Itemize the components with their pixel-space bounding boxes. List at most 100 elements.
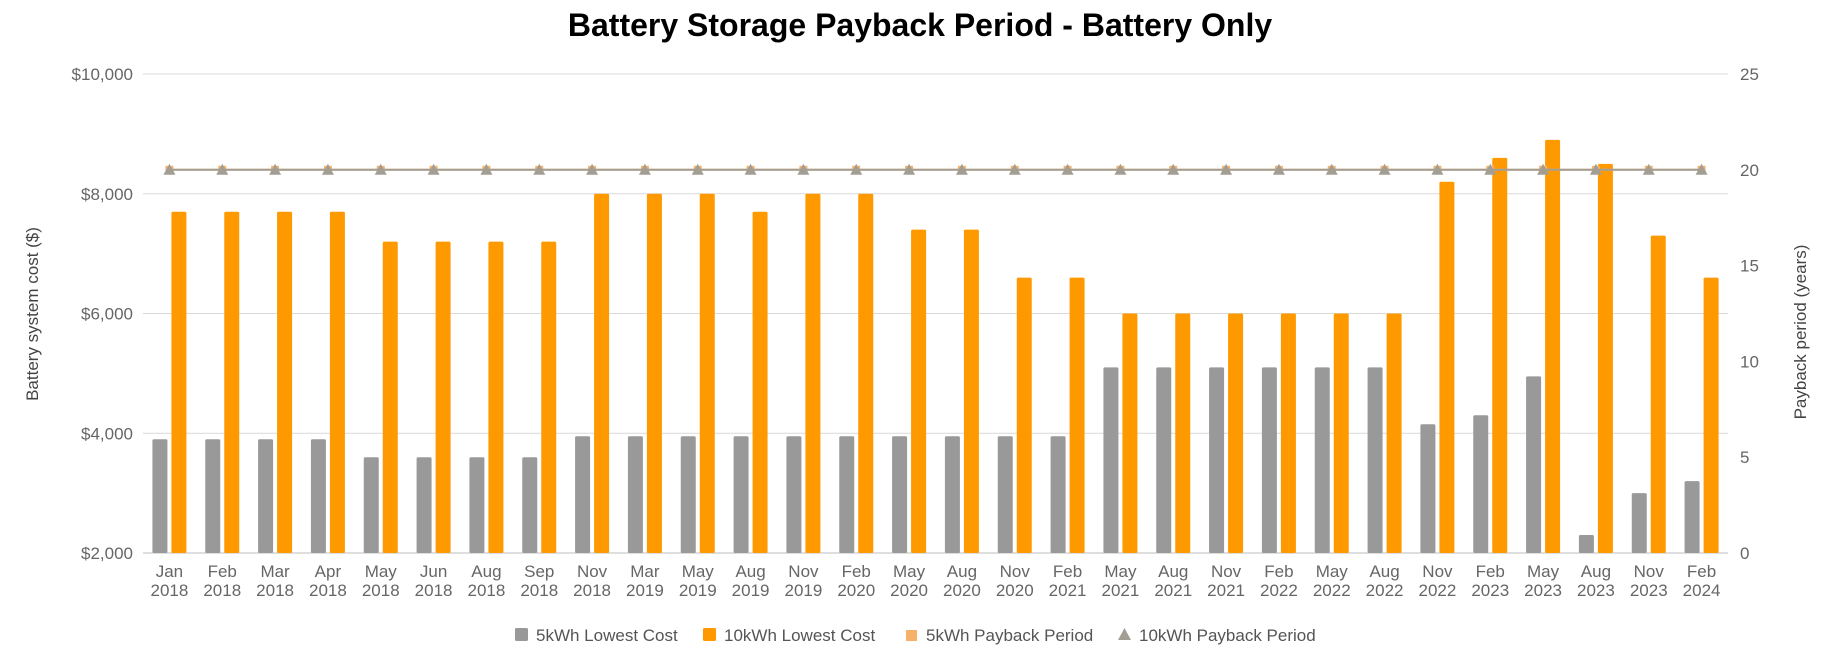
bar-10kwh xyxy=(699,193,715,553)
bar-10kwh xyxy=(329,211,345,553)
bar-10kwh xyxy=(1069,277,1085,553)
x-tick-year: 2020 xyxy=(837,581,875,600)
bar-10kwh xyxy=(858,193,874,553)
payback-point-10kwh xyxy=(1220,163,1233,175)
x-tick-month: Feb xyxy=(842,562,871,581)
payback-point-10kwh xyxy=(480,163,493,175)
x-axis-ticks: Jan2018Feb2018Mar2018Apr2018May2018Jun20… xyxy=(151,562,1721,600)
x-tick-month: Aug xyxy=(1581,562,1611,581)
y2-tick-label: 20 xyxy=(1740,161,1759,180)
payback-point-10kwh xyxy=(903,163,916,175)
bar-10kwh xyxy=(594,193,610,553)
bar-10kwh xyxy=(1122,313,1138,553)
x-tick-year: 2023 xyxy=(1577,581,1615,600)
bar-10kwh xyxy=(277,211,293,553)
bar-10kwh xyxy=(1333,313,1349,553)
payback-point-10kwh xyxy=(1378,163,1391,175)
y2-tick-label: 10 xyxy=(1740,352,1759,371)
x-tick-year: 2021 xyxy=(1207,581,1245,600)
payback-point-10kwh xyxy=(374,163,387,175)
chart-title: Battery Storage Payback Period - Battery… xyxy=(568,7,1272,43)
payback-point-10kwh xyxy=(1695,163,1708,175)
x-tick-year: 2022 xyxy=(1419,581,1457,600)
x-tick-year: 2019 xyxy=(679,581,717,600)
bar-5kwh xyxy=(892,436,908,553)
payback-point-10kwh xyxy=(797,163,810,175)
y-tick-label: $4,000 xyxy=(81,424,133,443)
x-tick-year: 2018 xyxy=(203,581,241,600)
x-tick-month: Feb xyxy=(1053,562,1082,581)
bar-5kwh xyxy=(1526,376,1542,553)
payback-point-10kwh xyxy=(744,163,757,175)
payback-point-10kwh xyxy=(586,163,599,175)
legend-swatch-10kwh-line xyxy=(1118,628,1131,640)
x-tick-month: May xyxy=(893,562,926,581)
bar-5kwh xyxy=(1261,367,1277,553)
bar-5kwh xyxy=(152,439,168,553)
left-axis-title: Battery system cost ($) xyxy=(23,227,42,401)
x-tick-year: 2018 xyxy=(309,581,347,600)
bar-5kwh xyxy=(680,436,696,553)
bar-5kwh xyxy=(1314,367,1330,553)
bar-5kwh xyxy=(1420,424,1436,553)
x-tick-month: Nov xyxy=(577,562,608,581)
bar-5kwh xyxy=(1050,436,1066,553)
bar-5kwh xyxy=(627,436,643,553)
x-tick-month: Nov xyxy=(1211,562,1242,581)
x-tick-year: 2018 xyxy=(520,581,558,600)
payback-point-10kwh xyxy=(216,163,229,175)
x-tick-month: May xyxy=(1527,562,1560,581)
payback-point-10kwh xyxy=(269,163,282,175)
payback-point-10kwh xyxy=(321,163,334,175)
bar-5kwh xyxy=(310,439,326,553)
bar-5kwh xyxy=(1578,535,1594,553)
x-tick-year: 2018 xyxy=(256,581,294,600)
bar-10kwh xyxy=(1228,313,1244,553)
bar-10kwh xyxy=(541,241,557,553)
x-tick-year: 2022 xyxy=(1313,581,1351,600)
payback-point-10kwh xyxy=(1589,163,1602,175)
x-tick-month: Feb xyxy=(208,562,237,581)
payback-point-10kwh xyxy=(533,163,546,175)
bar-5kwh xyxy=(258,439,274,553)
bar-10kwh xyxy=(805,193,821,553)
bar-5kwh xyxy=(1473,415,1489,553)
bar-5kwh xyxy=(363,457,379,553)
legend-swatch-10kwh-bar xyxy=(703,628,716,641)
right-axis-ticks: 0 5 10 15 20 25 xyxy=(1740,65,1759,563)
x-tick-year: 2019 xyxy=(626,581,664,600)
bar-10kwh xyxy=(1597,163,1613,553)
bar-10kwh xyxy=(1386,313,1402,553)
bar-5kwh xyxy=(1209,367,1225,553)
x-tick-month: Jun xyxy=(420,562,447,581)
x-tick-month: Jan xyxy=(156,562,183,581)
bar-10kwh xyxy=(911,229,927,554)
x-tick-year: 2020 xyxy=(943,581,981,600)
x-tick-month: Aug xyxy=(735,562,765,581)
payback-point-10kwh xyxy=(1537,163,1550,175)
x-tick-month: Aug xyxy=(1158,562,1188,581)
x-tick-year: 2018 xyxy=(362,581,400,600)
bar-5kwh xyxy=(469,457,485,553)
bar-10kwh xyxy=(1492,157,1508,553)
x-tick-year: 2018 xyxy=(468,581,506,600)
x-tick-month: Feb xyxy=(1264,562,1293,581)
bar-5kwh xyxy=(839,436,855,553)
legend-label-5kwh-line: 5kWh Payback Period xyxy=(926,626,1093,645)
x-tick-month: Nov xyxy=(1634,562,1665,581)
y2-tick-label: 25 xyxy=(1740,65,1759,84)
x-tick-year: 2020 xyxy=(890,581,928,600)
y-tick-label: $6,000 xyxy=(81,305,133,324)
x-tick-month: Nov xyxy=(1422,562,1453,581)
y2-tick-label: 0 xyxy=(1740,544,1749,563)
bar-10kwh xyxy=(382,241,398,553)
bar-10kwh xyxy=(1439,181,1455,553)
payback-point-10kwh xyxy=(427,163,440,175)
payback-point-10kwh xyxy=(691,163,704,175)
gridlines xyxy=(143,73,1728,554)
x-tick-year: 2021 xyxy=(1102,581,1140,600)
x-tick-month: Aug xyxy=(947,562,977,581)
y-tick-label: $8,000 xyxy=(81,185,133,204)
bar-10kwh xyxy=(1280,313,1296,553)
bar-10kwh xyxy=(1175,313,1191,553)
